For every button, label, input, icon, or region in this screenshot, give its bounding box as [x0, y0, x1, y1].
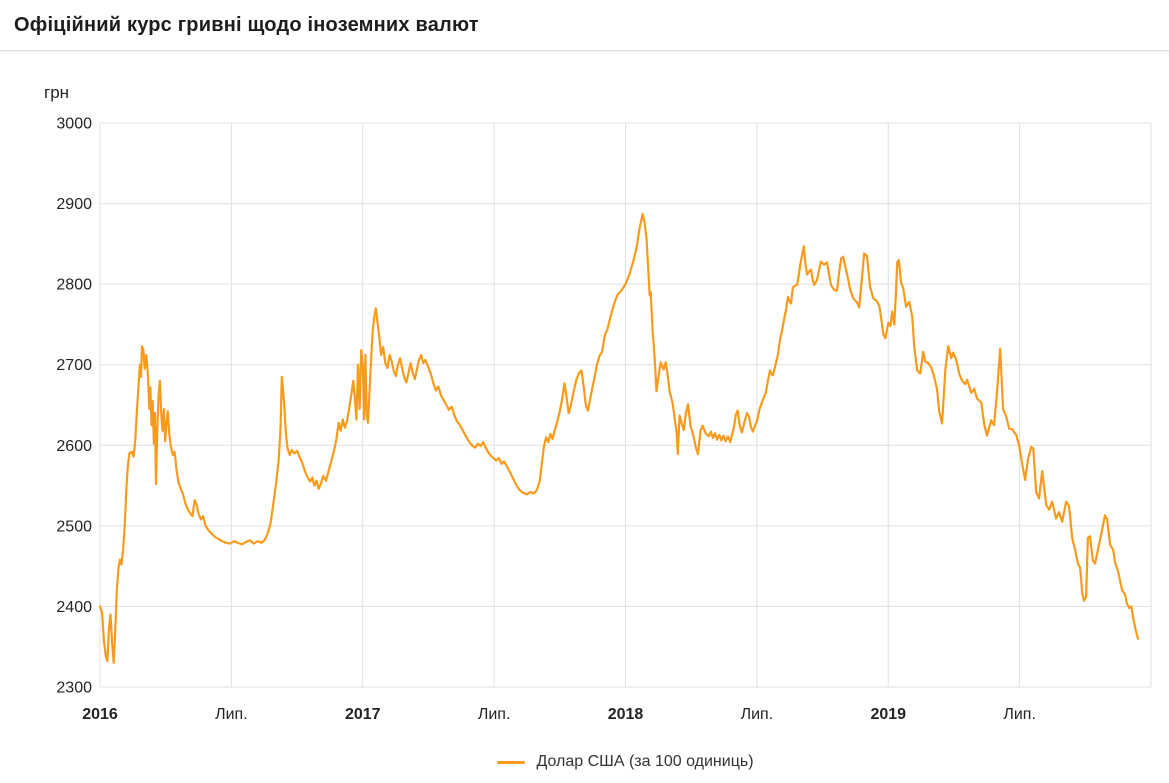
y-axis-unit-label: грн — [44, 83, 69, 102]
y-tick-label: 2800 — [56, 277, 92, 294]
chart-legend: Долар США (за 100 одиниць) — [100, 750, 1151, 774]
legend-label: Долар США (за 100 одиниць) — [536, 753, 754, 770]
series-line-usd[interactable] — [98, 212, 1140, 664]
y-tick-label: 2600 — [56, 438, 92, 455]
legend-line-swatch — [497, 760, 526, 764]
exchange-rate-chart: 2300 2400 2500 2600 2700 2800 2900 3000 2016 Лип.… — [0, 51, 1169, 782]
x-tick-label: 2018 — [608, 706, 644, 723]
y-tick-label: 2500 — [56, 518, 92, 535]
y-tick-label: 2700 — [56, 357, 92, 374]
x-tick-label: Лип. — [741, 706, 774, 723]
x-tick-label: 2016 — [82, 706, 118, 723]
y-tick-label: 3000 — [56, 116, 92, 133]
x-tick-label: Лип. — [1003, 706, 1036, 723]
y-tick-label: 2300 — [56, 680, 92, 697]
y-tick-label: 2900 — [56, 196, 92, 213]
x-tick-label: Лип. — [478, 706, 511, 723]
y-tick-label: 2400 — [56, 599, 92, 616]
x-tick-label: 2019 — [870, 706, 906, 723]
x-tick-label: Лип. — [215, 706, 248, 723]
page-title: Офіційний курс гривні щодо іноземних вал… — [14, 13, 479, 36]
plot-area: 2300 2400 2500 2600 2700 2800 2900 3000 2016 Лип.… — [44, 83, 1152, 723]
chart-header: Офіційний курс гривні щодо іноземних вал… — [0, 0, 1169, 51]
x-tick-label: 2017 — [345, 706, 381, 723]
